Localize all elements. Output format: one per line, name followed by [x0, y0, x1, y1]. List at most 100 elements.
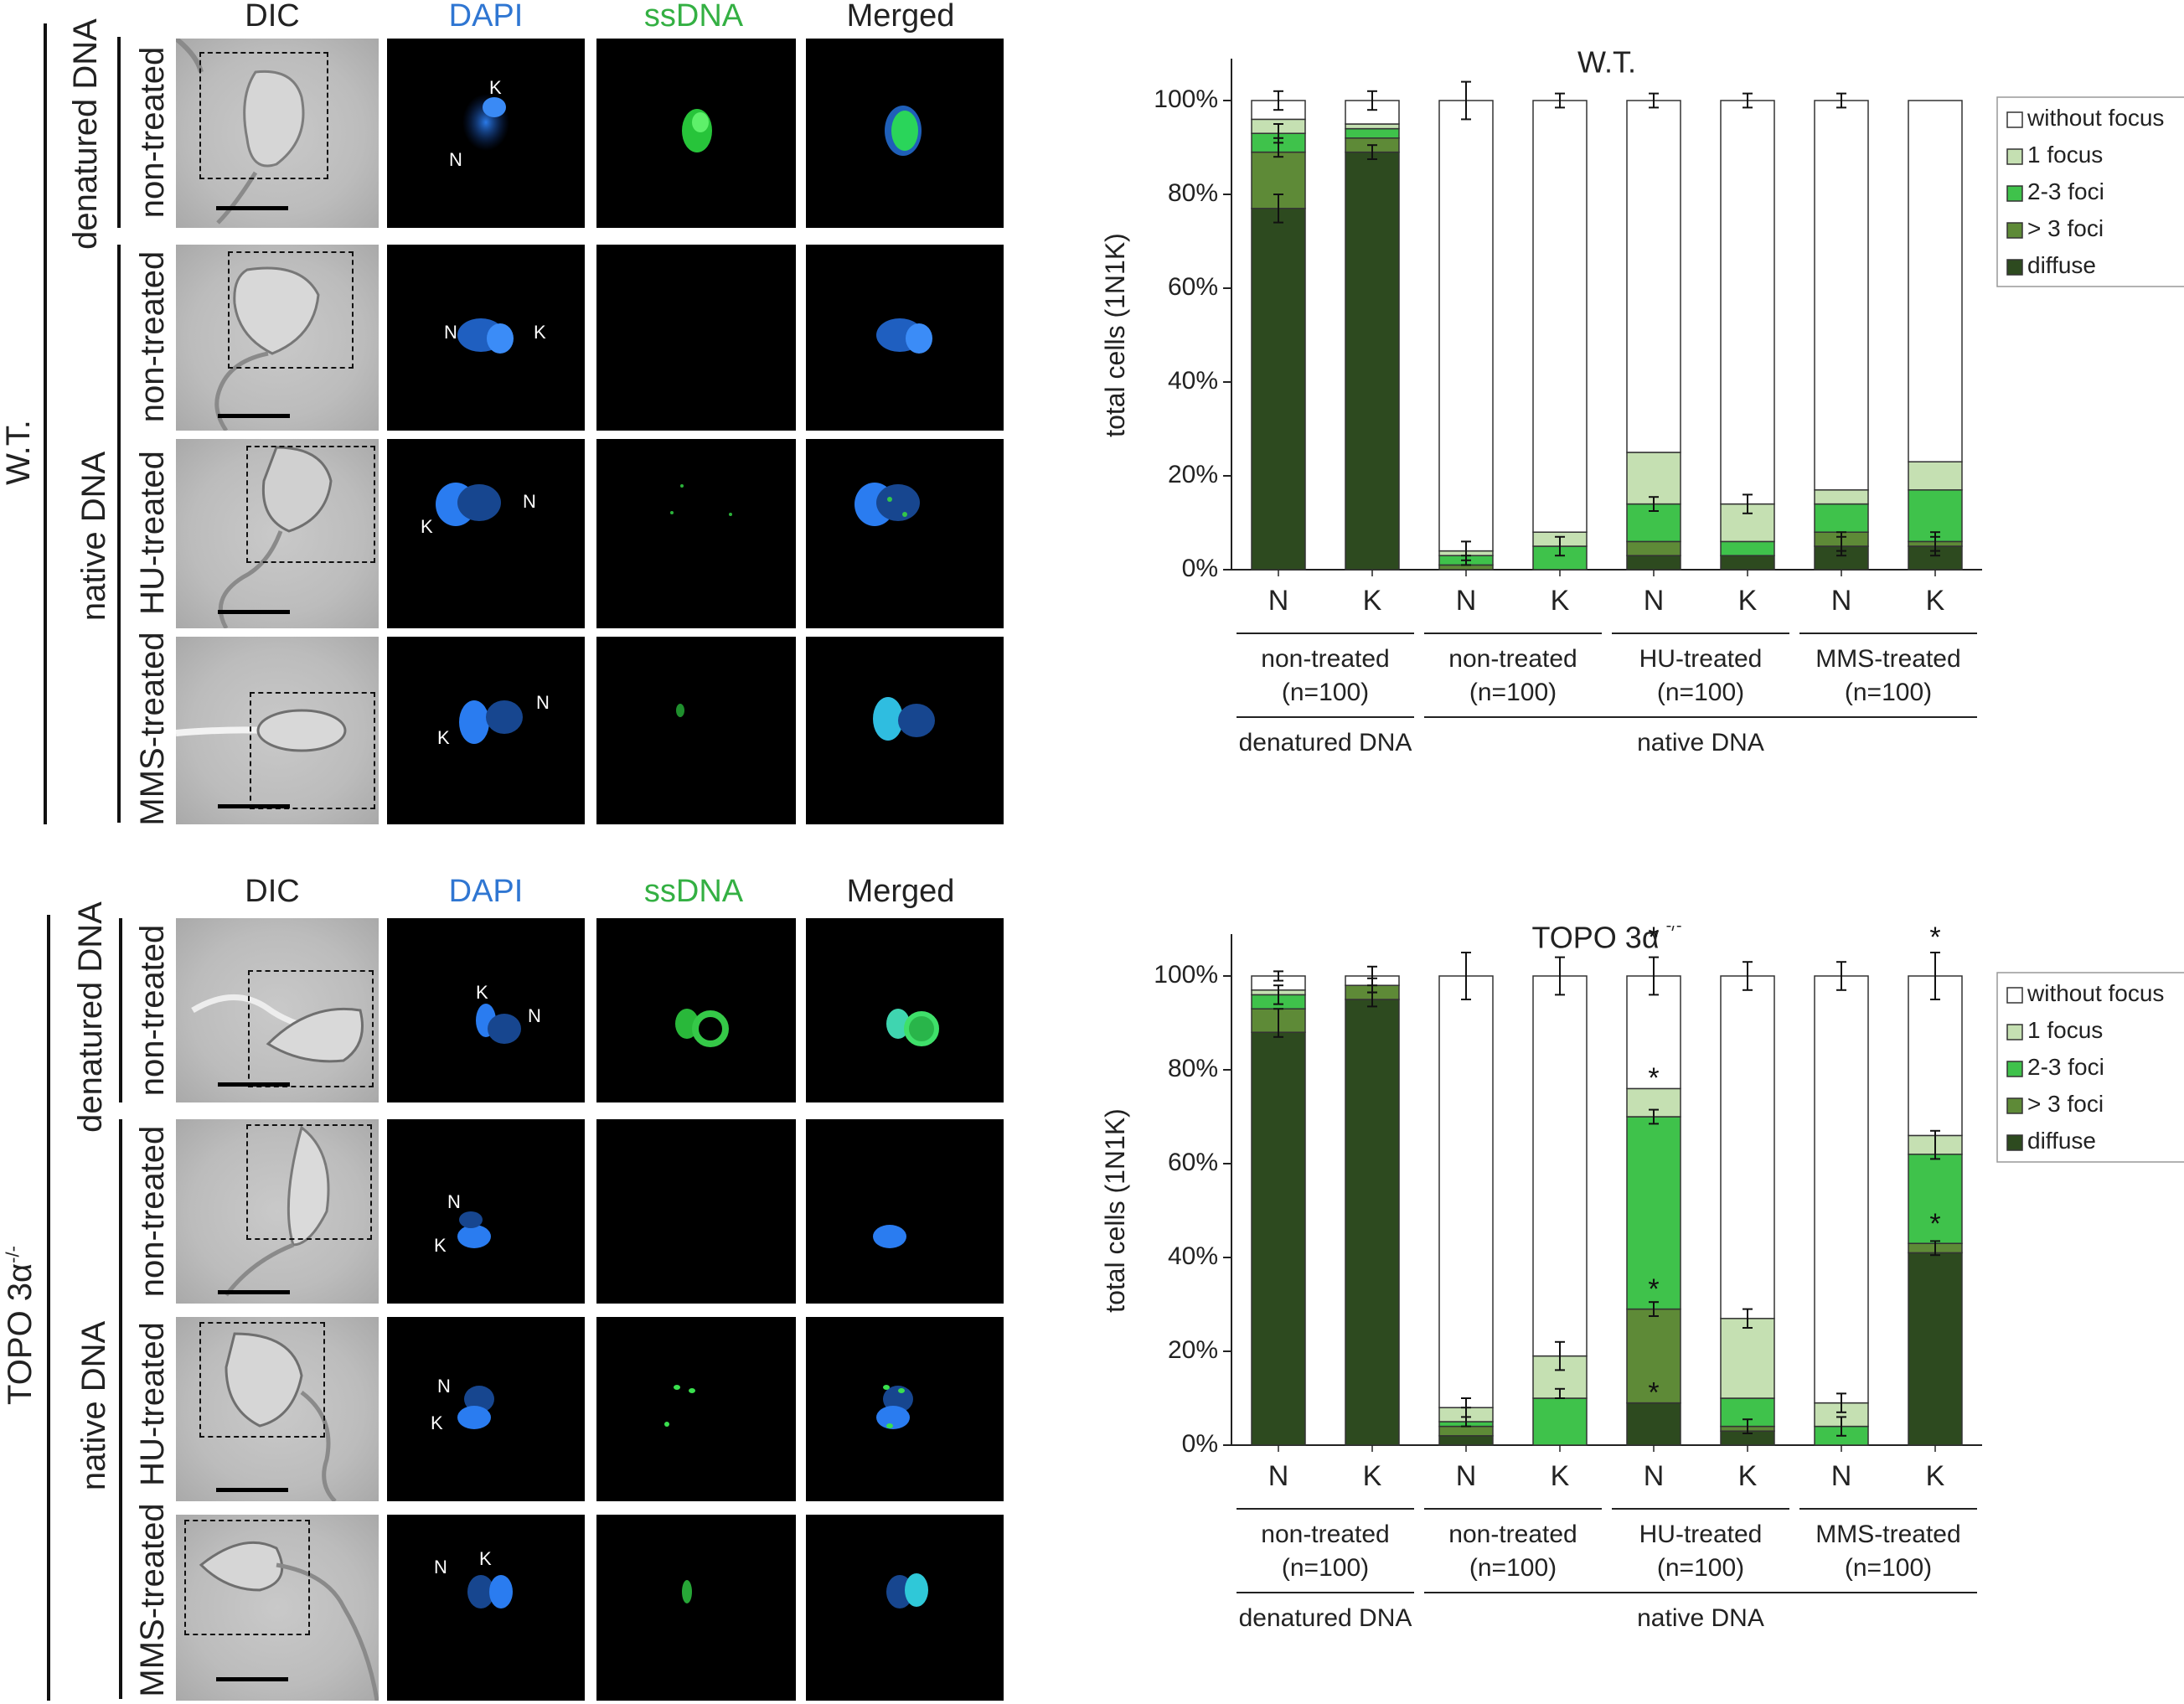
x-category-label: K: [1738, 1460, 1758, 1492]
bar-segment: [1908, 100, 1963, 462]
x-category-label: N: [1831, 585, 1852, 617]
group-label-denatured: denatured DNA: [67, 18, 104, 250]
scale-bar: [218, 1082, 290, 1087]
legend-swatch: [2006, 1061, 2023, 1077]
dic-micrograph: [176, 1317, 379, 1501]
col-header-ssdna: ssDNA: [643, 0, 744, 34]
marker-label: K: [489, 77, 502, 98]
bar-segment: [1720, 100, 1775, 505]
dic-micrograph: [176, 245, 379, 431]
legend-swatch: [2006, 987, 2023, 1004]
bar-segment: [1251, 208, 1306, 571]
legend-swatch: [2006, 1024, 2023, 1040]
marker-label: K: [479, 1548, 492, 1569]
bar-segment: [1532, 100, 1588, 533]
chart-title-superscript: -/-: [1666, 926, 1682, 935]
bar-segment: [1720, 555, 1775, 571]
dic-micrograph: [176, 439, 379, 628]
legend-swatch: [2006, 1134, 2023, 1151]
dapi-signal: [467, 1575, 513, 1608]
x-category-label: K: [1551, 585, 1570, 617]
group-n-label: (n=100): [1282, 679, 1369, 706]
col-header-dic: DIC: [245, 0, 300, 34]
dapi-signal: [457, 1386, 494, 1429]
col-header-dic: DIC: [245, 874, 300, 909]
dapi-signal: [459, 700, 523, 744]
y-axis-label: total cells (1N1K): [1100, 233, 1130, 437]
ssdna-micrograph: [596, 1515, 796, 1701]
ssdna-signal: [675, 1009, 729, 1047]
x-category-label: K: [1926, 1460, 1945, 1492]
ssdna-signal: [682, 1580, 692, 1603]
marker-label: K: [534, 322, 546, 343]
dic-micrograph: [176, 1515, 379, 1701]
y-tick-label: 80%: [1168, 1055, 1218, 1082]
group-n-label: (n=100): [1469, 679, 1557, 706]
group-label: non-treated: [1261, 645, 1389, 673]
group-label-denatured: denatured DNA: [72, 901, 109, 1133]
bar-segment: [1814, 975, 1869, 1404]
bar-segment: [1532, 1397, 1588, 1446]
supergroup-label: native DNA: [1637, 729, 1764, 756]
dic-micrograph: [176, 1119, 379, 1304]
bar-segment: [1438, 1435, 1494, 1446]
marker-label: N: [447, 1191, 461, 1212]
inset-box: [250, 692, 375, 809]
merged-signal: [886, 1009, 939, 1046]
legend-label: > 3 foci: [2027, 1091, 2104, 1117]
y-tick-label: 20%: [1168, 1336, 1218, 1364]
y-tick-label: 20%: [1168, 461, 1218, 488]
merged-signal: [854, 483, 920, 526]
bar-segment: [1908, 1252, 1963, 1446]
legend-label: without focus: [2027, 105, 2164, 131]
marker-label: K: [434, 1235, 447, 1256]
dapi-signal: [462, 94, 509, 151]
ssdna-micrograph: [596, 1317, 796, 1501]
legend-swatch: [2006, 222, 2023, 239]
bar-segment: [1626, 1402, 1681, 1446]
y-tick-label: 100%: [1154, 85, 1218, 113]
dapi-micrograph: K N: [387, 637, 585, 824]
group-n-label: (n=100): [1657, 1554, 1744, 1582]
row-label: HU-treated: [134, 451, 171, 615]
legend-label: without focus: [2027, 980, 2164, 1006]
cell-drawing: [191, 994, 364, 1063]
dapi-micrograph: N K: [387, 1515, 585, 1701]
legend-label: diffuse: [2027, 252, 2096, 278]
dapi-micrograph: N K: [387, 245, 585, 431]
ssdna-micrograph: [596, 1119, 796, 1304]
x-category-label: N: [1644, 1460, 1665, 1492]
group-label: MMS-treated: [1815, 645, 1960, 673]
significance-star: *: [1648, 1062, 1659, 1094]
merged-micrograph: [806, 39, 1004, 228]
col-header-dapi: DAPI: [448, 0, 524, 34]
bar-segment: [1814, 100, 1869, 491]
y-tick-label: 40%: [1168, 1242, 1218, 1270]
marker-label: K: [421, 516, 433, 537]
bar-segment: [1720, 540, 1775, 556]
legend-label: diffuse: [2027, 1128, 2096, 1154]
x-category-label: K: [1363, 585, 1382, 617]
cell-drawing: [214, 266, 320, 431]
row-label: non-treated: [134, 250, 171, 423]
marker-label: N: [523, 491, 536, 512]
group-n-label: (n=100): [1469, 1554, 1557, 1582]
x-category-label: K: [1551, 1460, 1570, 1492]
dapi-micrograph: K N: [387, 439, 585, 628]
group-bracket-denatured: [119, 918, 122, 1102]
row-label: MMS-treated: [134, 1503, 171, 1697]
group-bracket-denatured: [117, 37, 121, 228]
inset-box: [248, 970, 374, 1087]
marker-label: K: [476, 982, 488, 1003]
bar-segment: [1908, 975, 1963, 1137]
legend-swatch: [2006, 1097, 2023, 1114]
bar-segment: [1626, 100, 1681, 453]
bar-segment: [1345, 127, 1400, 139]
group-label-native: native DNA: [75, 451, 112, 622]
legend-label: 2-3 foci: [2027, 178, 2104, 204]
cell-drawing: [225, 1332, 337, 1501]
y-tick-label: 80%: [1168, 179, 1218, 207]
cell-drawing: [218, 446, 333, 628]
group-n-label: (n=100): [1282, 1554, 1369, 1582]
scale-bar: [218, 804, 290, 808]
